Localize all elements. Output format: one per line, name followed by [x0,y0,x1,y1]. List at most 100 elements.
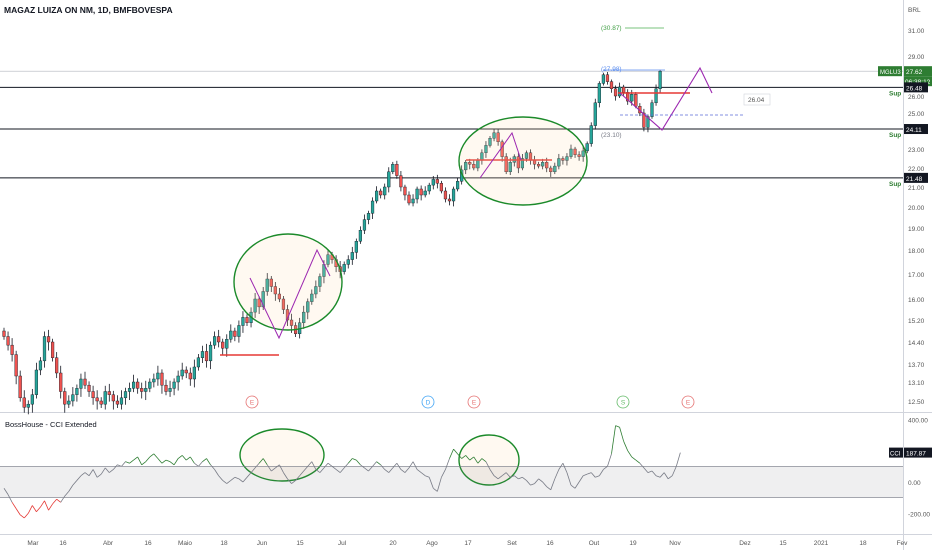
price-tick-label: 12.50 [908,399,925,406]
cci-segment [303,466,309,472]
time-tick-label: 19 [629,540,637,547]
candle-body [642,112,646,128]
candle-body [427,184,431,192]
candle-body [573,148,577,155]
candle-body [524,152,529,159]
support-tag: Sup [889,132,901,139]
cci-segment [489,469,495,476]
cci-segment [279,464,284,473]
candle-body [435,179,439,184]
time-tick-label: 15 [779,540,787,547]
cci-segment [477,458,483,464]
event-marker-label: E [686,400,691,407]
cci-segment [433,487,438,492]
cci-segment [177,455,183,459]
cci-segment [619,427,625,442]
annotation-label: (30.87) [601,25,622,32]
time-tick-label: 16 [59,540,67,547]
candles [2,69,662,415]
candle-body [597,83,601,104]
cci-segment [214,469,219,476]
price-tick-label: 15.20 [908,318,925,325]
cci-segment [323,462,329,469]
candle-body [310,293,314,302]
cci-band [0,466,903,498]
candle-body [164,384,168,392]
cci-value: 187.87 [906,451,926,458]
candle-body [127,388,132,392]
candle-body [468,162,472,165]
candle-body [306,301,310,313]
cci-segment [254,462,260,469]
candle-body [585,143,589,152]
cci-segment [262,458,268,466]
price-tick-label: 23.00 [908,147,925,154]
annotation-label: 26.04 [748,97,765,104]
candle-body [14,354,18,377]
cci-segment [425,475,430,478]
candle-body [622,86,626,93]
cci-segment [32,505,37,512]
candle-body [184,369,188,374]
candle-body [152,378,156,383]
candle-body [75,388,79,395]
time-tick-label: Fev [897,540,909,547]
candle-body [395,163,399,176]
pattern-path [479,131,522,179]
candle-body [472,163,476,169]
time-tick-label: Out [589,540,600,547]
indicator-title: BossHouse - CCI Extended [5,420,97,429]
support-badge [904,82,928,93]
time-tick-label: Mar [27,540,39,547]
cci-segment [493,475,499,480]
candle-body [241,317,245,326]
candle-body [520,158,524,169]
price-tick-label: 26.00 [908,94,925,101]
candle-body [200,351,205,358]
event-marker [245,395,259,409]
candle-body [71,394,75,402]
cci-segment [295,475,300,481]
cci-segment [173,458,179,466]
cci-segment [420,472,426,477]
candle-body [456,181,460,190]
cci-segment [574,481,580,489]
candle-body [59,372,63,392]
cci-segment [643,467,649,473]
candle-body [217,336,221,343]
candle-body [545,162,549,169]
price-tick-label: 18.00 [908,248,925,255]
price-tick-label: 19.00 [908,226,925,233]
cci-segment [283,472,288,480]
price-tick-label: 13.10 [908,380,925,387]
candle-body [111,394,115,402]
cci-segment [165,459,171,463]
cci-segment [72,480,78,486]
time-axis: Mar 16 Abr 16 Maio 18 Jun 15 Jul 20 Ago 17 Set 16 Out 1… [27,540,908,547]
cci-segment [526,480,531,486]
candle-body [609,81,614,89]
candle-body [326,254,330,265]
candle-body [131,381,136,389]
candle-body [99,400,103,405]
cci-segment [436,477,442,492]
cci-segment [181,455,187,461]
time-tick-label: Abr [103,540,114,547]
candle-body [358,229,362,242]
cci-segment [400,469,406,473]
cci-segment [242,477,248,483]
candle-body [257,298,261,308]
candle-body [302,311,306,323]
cci-segment [40,500,45,508]
cci-segment [534,478,539,484]
cci-segment [56,498,61,503]
candle-body [180,369,184,377]
candle-body [225,339,229,349]
candle-body [229,330,233,340]
annotation-label: (27.98) [601,66,622,73]
cci-segment [335,469,341,473]
cci-segment [675,452,681,467]
candle-body [42,336,47,362]
cci-segment [60,495,66,503]
cci-segment [505,472,511,478]
